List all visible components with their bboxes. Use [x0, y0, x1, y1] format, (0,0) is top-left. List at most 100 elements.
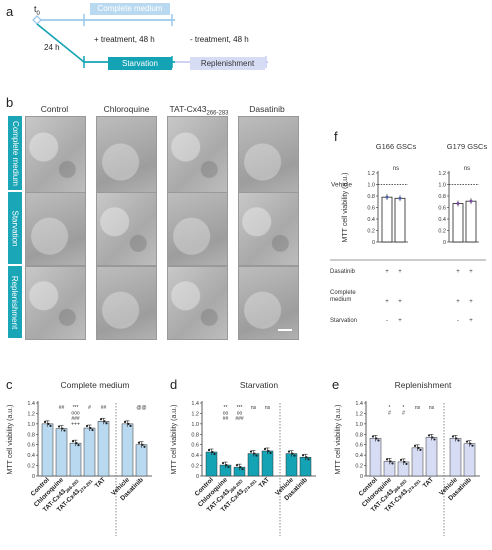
- data-point: [49, 424, 52, 427]
- data-point: [455, 437, 458, 440]
- y-tick-label: 0.8: [27, 432, 35, 438]
- ns-label: ns: [393, 166, 399, 172]
- y-tick-label: 1.4: [191, 401, 199, 407]
- bar: [463, 443, 476, 477]
- timeline-diagram: [32, 3, 268, 70]
- y-tick-label: 0: [32, 474, 35, 480]
- data-point: [385, 195, 389, 199]
- y-tick-label: 0.4: [191, 453, 199, 459]
- t0-label: t: [34, 4, 37, 14]
- data-point: [307, 458, 310, 461]
- significance-mark: oo: [223, 411, 229, 417]
- chart-f: MTT cell viability (a.u.) G166 GSCs ns 0 0.2…: [330, 142, 487, 324]
- data-point: [469, 199, 473, 203]
- y-tick-label: 0.4: [367, 217, 375, 223]
- micrograph-chloroquine-complete: [96, 116, 157, 193]
- bar: [83, 427, 96, 477]
- data-point: [235, 464, 239, 467]
- bar: [261, 450, 274, 477]
- ns-label: ns: [464, 166, 470, 172]
- significance-mark: ns: [251, 405, 257, 411]
- data-point: [301, 454, 305, 457]
- data-point: [385, 458, 389, 461]
- data-point: [263, 447, 267, 451]
- treatment-label: + treatment, 48 h: [94, 35, 155, 44]
- data-point: [417, 446, 420, 449]
- chart-d: Starvation 0 0.2 0.4 0.6 0.8 1.0 1.2 1.4 MTT cell…: [171, 380, 316, 536]
- y-tick-label: 1.2: [355, 411, 363, 417]
- dasatinib-sign: +: [398, 269, 402, 275]
- bar: [285, 453, 298, 477]
- significance-mark: #: [88, 405, 91, 411]
- row-label-starvation: Starvation: [330, 318, 357, 324]
- col-header-tat: TAT-Cx43: [169, 104, 207, 114]
- data-point: [465, 440, 469, 443]
- starvation-box: [108, 57, 172, 70]
- panel-letter-f: f: [334, 129, 338, 144]
- minus-treatment-label: - treatment, 48 h: [190, 35, 249, 44]
- significance-mark: ##: [101, 405, 107, 411]
- data-point: [457, 439, 460, 442]
- row-label-replenishment: Replenishment: [8, 266, 22, 338]
- bar: [425, 437, 438, 477]
- data-point: [129, 424, 132, 427]
- data-point: [123, 420, 127, 423]
- bar: [247, 453, 260, 477]
- replenishment-label: Replenishment: [200, 59, 255, 68]
- x-tick-label: TAT: [258, 476, 271, 489]
- dasatinib-sign: +: [469, 269, 473, 275]
- significance-mark: ***: [73, 405, 79, 411]
- y-tick-label: 1.0: [355, 422, 363, 428]
- vehicle-label: Vehicle: [331, 182, 352, 189]
- significance-mark: +++: [71, 422, 80, 428]
- y-tick-label: 1.2: [191, 411, 199, 417]
- row-label-complete-medium: Complete medium: [8, 116, 22, 190]
- starvation-sign: +: [469, 318, 473, 324]
- data-point: [207, 448, 211, 452]
- y-tick-label: 0.8: [367, 194, 375, 200]
- data-point: [269, 451, 272, 455]
- data-point: [293, 454, 296, 457]
- group-title: G166 GSCs: [376, 142, 417, 151]
- data-point: [291, 452, 294, 455]
- data-point: [456, 201, 460, 205]
- data-point: [85, 424, 89, 428]
- y-tick-label: 0: [196, 474, 199, 480]
- y-tick-label: 0.2: [367, 229, 375, 235]
- panel-letter-a: a: [6, 4, 14, 19]
- starvation-label: Starvation: [121, 59, 159, 68]
- y-tick-label: 0.4: [355, 453, 363, 459]
- starvation-sign: -: [457, 318, 459, 324]
- y-tick-label: 0.6: [191, 443, 199, 449]
- starvation-sign: +: [398, 318, 402, 324]
- data-point: [103, 420, 106, 423]
- complete-sign: +: [385, 299, 389, 305]
- micrograph-chloroquine-starvation: [96, 192, 157, 266]
- micrograph-control-replenishment: [25, 266, 86, 340]
- data-point: [75, 442, 78, 445]
- data-point: [91, 428, 94, 432]
- data-point: [57, 425, 61, 428]
- y-tick-label: 0.8: [438, 194, 446, 200]
- significance-mark: oo: [237, 411, 243, 417]
- y-tick-label: 0.2: [355, 464, 363, 470]
- data-point: [241, 468, 244, 471]
- panel-letter-b: b: [6, 95, 14, 110]
- data-point: [239, 466, 242, 469]
- y-tick-label: 0.6: [355, 443, 363, 449]
- x-tick-label: TAT: [94, 476, 107, 489]
- x-tick-label-sub: 274-291: [242, 478, 258, 494]
- significance-mark: ooo: [71, 411, 80, 417]
- chart-e: Replenishment 0 0.2 0.4 0.6 0.8 1.0 1.2 1.4 MTT c…: [335, 380, 480, 536]
- col-header-dasatinib: Dasatinib: [249, 104, 285, 114]
- data-point: [377, 439, 380, 442]
- significance-mark: ###: [235, 416, 244, 422]
- bar: [449, 438, 462, 477]
- y-tick-label: 0.6: [438, 206, 446, 212]
- data-point: [375, 437, 378, 440]
- data-point: [433, 438, 436, 441]
- data-point: [141, 443, 144, 446]
- significance-mark: ns: [429, 405, 435, 411]
- row-label-complete-medium: Complete medium: [330, 290, 356, 303]
- micrograph-dasatinib-replenishment: [238, 266, 299, 340]
